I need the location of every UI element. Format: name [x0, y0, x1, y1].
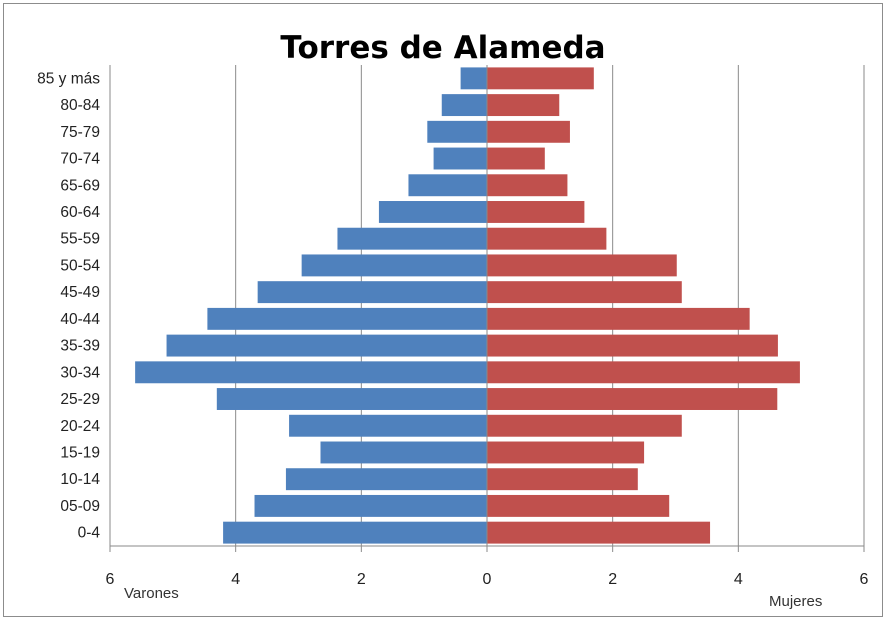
- x-tick-label: 4: [231, 571, 240, 588]
- category-label: 35-39: [60, 338, 100, 355]
- bar-mujeres: [487, 120, 570, 143]
- bar-mujeres: [487, 414, 682, 437]
- category-label: 75-79: [60, 124, 100, 141]
- bar-varones: [207, 307, 487, 330]
- bar-varones: [285, 468, 487, 491]
- bar-varones: [378, 201, 487, 223]
- bar-mujeres: [487, 494, 670, 517]
- x-tick-label: 6: [106, 571, 115, 588]
- category-label: 0-4: [78, 525, 101, 542]
- bar-mujeres: [487, 281, 682, 304]
- bar-mujeres: [487, 521, 711, 544]
- x-tick-labels: 6 4 2 0 2 4 6: [106, 571, 869, 588]
- axes: [110, 65, 864, 547]
- category-label: 40-44: [60, 311, 100, 328]
- bar-mujeres: [487, 441, 645, 464]
- category-label: 65-69: [60, 177, 100, 194]
- bar-mujeres: [487, 67, 594, 90]
- bar-mujeres: [487, 361, 800, 384]
- bar-varones: [223, 521, 487, 544]
- category-label: 05-09: [60, 498, 100, 515]
- bar-varones: [433, 147, 487, 170]
- bar-mujeres: [487, 201, 585, 223]
- bar-varones: [289, 414, 487, 437]
- category-label: 25-29: [60, 391, 100, 408]
- x-tick-label: 0: [483, 571, 492, 588]
- category-label: 15-19: [60, 444, 100, 461]
- bar-varones: [427, 120, 487, 143]
- x-tick-label: 4: [734, 571, 743, 588]
- chart-title: Torres de Alameda: [280, 30, 605, 66]
- category-label: 60-64: [60, 204, 100, 221]
- category-labels: 0-4 05-09 10-14 15-19 20-24 25-29 30-34 35-39 40…: [37, 70, 100, 541]
- bar-mujeres: [487, 254, 677, 277]
- category-label: 10-14: [60, 471, 100, 488]
- side-label-left: Varones: [124, 585, 179, 602]
- bar-varones: [441, 94, 487, 117]
- category-label: 45-49: [60, 284, 100, 301]
- bar-varones: [135, 361, 487, 384]
- category-label: 55-59: [60, 231, 100, 248]
- bar-mujeres: [487, 334, 778, 357]
- x-tick-label: 2: [608, 571, 617, 588]
- category-label: 20-24: [60, 418, 100, 435]
- bar-varones: [460, 67, 487, 90]
- bar-varones: [320, 441, 487, 464]
- bar-mujeres: [487, 147, 545, 170]
- bar-mujeres: [487, 468, 638, 491]
- bar-varones: [337, 227, 487, 250]
- bars: [135, 67, 800, 544]
- grid-lines: [109, 65, 865, 552]
- x-tick-label: 6: [860, 571, 869, 588]
- bar-varones: [254, 494, 487, 517]
- bar-varones: [257, 281, 487, 304]
- bar-mujeres: [487, 94, 560, 117]
- bar-varones: [408, 174, 487, 197]
- bar-mujeres: [487, 174, 568, 197]
- bar-varones: [301, 254, 487, 277]
- bar-mujeres: [487, 227, 607, 250]
- category-label: 70-74: [60, 151, 100, 168]
- side-label-right: Mujeres: [769, 593, 822, 610]
- bar-varones: [216, 388, 488, 410]
- bar-varones: [166, 334, 488, 357]
- category-label: 85 y más: [37, 70, 100, 87]
- x-tick-label: 2: [357, 571, 366, 588]
- category-label: 50-54: [60, 257, 100, 274]
- category-label: 80-84: [60, 97, 100, 114]
- bar-mujeres: [487, 307, 750, 330]
- bar-mujeres: [487, 388, 778, 410]
- category-label: 30-34: [60, 364, 100, 381]
